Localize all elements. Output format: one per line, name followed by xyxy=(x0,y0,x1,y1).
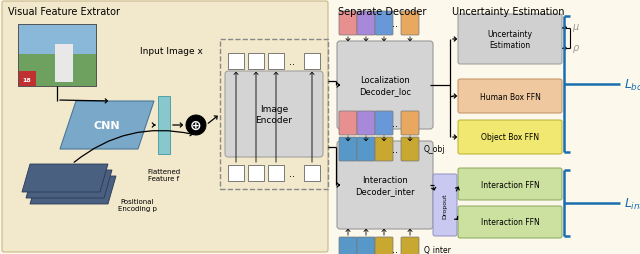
Polygon shape xyxy=(22,164,108,192)
Text: $L_{box}$: $L_{box}$ xyxy=(624,77,640,92)
FancyBboxPatch shape xyxy=(401,112,419,135)
FancyBboxPatch shape xyxy=(458,168,562,200)
Bar xyxy=(18,25,96,55)
Text: Human Box FFN: Human Box FFN xyxy=(479,92,540,101)
Circle shape xyxy=(186,116,206,135)
Polygon shape xyxy=(26,170,112,198)
Text: $\mu$: $\mu$ xyxy=(572,22,580,34)
FancyBboxPatch shape xyxy=(339,237,357,254)
Bar xyxy=(304,54,320,70)
Bar xyxy=(55,45,73,83)
FancyBboxPatch shape xyxy=(225,72,323,157)
Text: 18: 18 xyxy=(22,77,31,82)
Text: Separate Decoder: Separate Decoder xyxy=(338,7,426,17)
FancyBboxPatch shape xyxy=(375,112,393,135)
Text: Dropout: Dropout xyxy=(442,193,447,218)
FancyBboxPatch shape xyxy=(375,137,393,161)
FancyBboxPatch shape xyxy=(339,137,357,161)
FancyBboxPatch shape xyxy=(357,112,375,135)
FancyBboxPatch shape xyxy=(375,237,393,254)
Text: Object Box FFN: Object Box FFN xyxy=(481,133,539,142)
Text: $L_{inter}$: $L_{inter}$ xyxy=(624,196,640,211)
FancyBboxPatch shape xyxy=(458,121,562,154)
Bar xyxy=(268,165,284,181)
Bar xyxy=(228,165,244,181)
Text: ..: .. xyxy=(392,145,398,154)
Text: Q_obj: Q_obj xyxy=(424,145,445,154)
Text: ..: .. xyxy=(392,19,398,29)
Bar xyxy=(158,97,170,154)
FancyBboxPatch shape xyxy=(339,112,357,135)
Text: ..: .. xyxy=(392,244,398,254)
Polygon shape xyxy=(60,102,154,149)
Bar xyxy=(248,165,264,181)
Text: ..: .. xyxy=(289,168,295,178)
Bar xyxy=(18,25,96,87)
FancyBboxPatch shape xyxy=(2,2,328,252)
FancyBboxPatch shape xyxy=(458,80,562,114)
Bar xyxy=(248,54,264,70)
FancyBboxPatch shape xyxy=(337,42,433,130)
Text: Interaction FFN: Interaction FFN xyxy=(481,180,540,189)
FancyBboxPatch shape xyxy=(375,12,393,36)
Text: ..: .. xyxy=(392,119,398,129)
Text: ..: .. xyxy=(289,57,295,67)
Text: Image
Encoder: Image Encoder xyxy=(255,105,292,124)
Text: Flattened
Feature f: Flattened Feature f xyxy=(147,168,180,181)
FancyBboxPatch shape xyxy=(401,12,419,36)
Text: ⊕: ⊕ xyxy=(190,119,202,133)
FancyBboxPatch shape xyxy=(357,137,375,161)
Text: Q_inter: Q_inter xyxy=(424,245,452,253)
Text: Interaction
Decoder_inter: Interaction Decoder_inter xyxy=(355,176,415,195)
Bar xyxy=(18,25,96,87)
Polygon shape xyxy=(30,176,116,204)
Text: Visual Feature Extrator: Visual Feature Extrator xyxy=(8,7,120,17)
Text: Uncertainty
Estimation: Uncertainty Estimation xyxy=(488,30,532,50)
Bar xyxy=(18,55,96,87)
Text: Interaction FFN: Interaction FFN xyxy=(481,218,540,227)
Text: Positional
Encoding p: Positional Encoding p xyxy=(118,198,157,211)
Bar xyxy=(18,72,36,87)
FancyBboxPatch shape xyxy=(401,137,419,161)
FancyBboxPatch shape xyxy=(401,237,419,254)
Bar xyxy=(228,54,244,70)
FancyBboxPatch shape xyxy=(458,206,562,238)
FancyBboxPatch shape xyxy=(357,12,375,36)
FancyBboxPatch shape xyxy=(458,15,562,65)
FancyBboxPatch shape xyxy=(339,12,357,36)
FancyBboxPatch shape xyxy=(433,174,457,236)
Text: Uncertainty Estimation: Uncertainty Estimation xyxy=(452,7,564,17)
Bar xyxy=(268,54,284,70)
Text: $\rho$: $\rho$ xyxy=(572,43,580,55)
Text: CNN: CNN xyxy=(93,121,120,131)
Bar xyxy=(304,165,320,181)
Text: Input Image x: Input Image x xyxy=(140,47,203,56)
FancyBboxPatch shape xyxy=(357,237,375,254)
Text: Localization
Decoder_loc: Localization Decoder_loc xyxy=(359,76,411,95)
FancyBboxPatch shape xyxy=(337,141,433,229)
